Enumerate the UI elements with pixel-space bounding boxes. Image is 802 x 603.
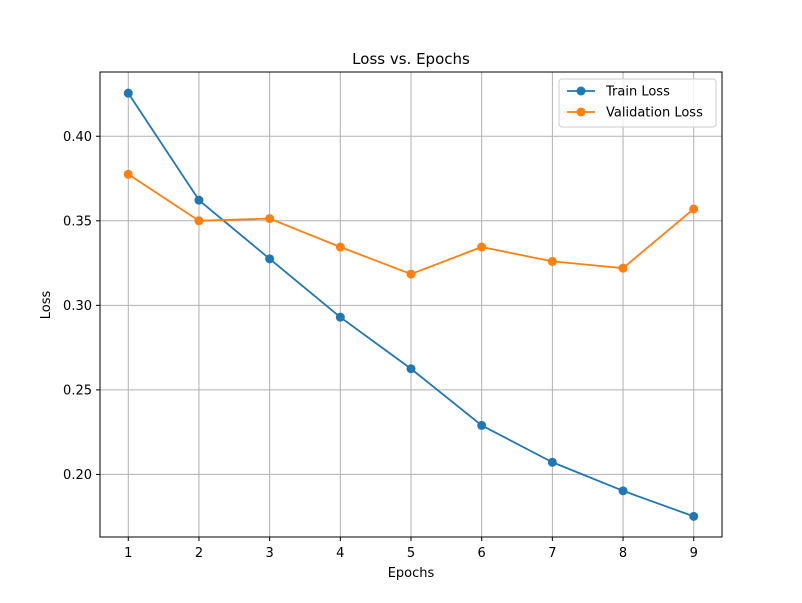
chart-title: Loss vs. Epochs bbox=[352, 50, 470, 68]
data-point bbox=[477, 242, 487, 252]
data-point bbox=[335, 312, 345, 322]
x-tick-label: 3 bbox=[265, 546, 273, 561]
series-layer bbox=[123, 88, 699, 521]
y-tick-label: 0.20 bbox=[63, 468, 92, 483]
y-tick-label: 0.25 bbox=[63, 383, 92, 398]
legend-label: Validation Loss bbox=[606, 106, 703, 121]
data-point bbox=[406, 269, 416, 279]
x-tick-label: 8 bbox=[619, 546, 627, 561]
data-point bbox=[335, 242, 345, 252]
x-tick-label: 5 bbox=[407, 546, 415, 561]
data-point bbox=[123, 88, 133, 98]
data-point bbox=[265, 254, 275, 264]
legend-box bbox=[558, 78, 717, 128]
tick-layer: 1 2 3 4 5 6 7 8 9 0.20 0.25 0.30 0.35 0.40 bbox=[63, 130, 698, 561]
data-point bbox=[547, 457, 557, 467]
data-point bbox=[265, 214, 275, 224]
y-tick-label: 0.40 bbox=[63, 130, 92, 145]
data-point bbox=[194, 195, 204, 205]
x-axis-label: Epochs bbox=[388, 566, 435, 581]
data-point bbox=[547, 256, 557, 266]
data-point bbox=[689, 204, 699, 214]
data-point bbox=[194, 216, 204, 226]
data-point bbox=[618, 263, 628, 273]
series-train-loss bbox=[123, 88, 699, 521]
x-tick-label: 7 bbox=[548, 546, 556, 561]
data-point bbox=[123, 169, 133, 179]
grid bbox=[100, 72, 722, 537]
legend: Train Loss Validation Loss bbox=[558, 78, 717, 128]
series-validation-loss bbox=[123, 169, 699, 279]
y-tick-label: 0.30 bbox=[63, 299, 92, 314]
data-point bbox=[406, 364, 416, 374]
legend-marker bbox=[576, 86, 586, 96]
x-tick-label: 6 bbox=[478, 546, 486, 561]
legend-marker bbox=[576, 107, 586, 117]
y-axis-label: Loss bbox=[39, 291, 54, 320]
x-tick-label: 1 bbox=[124, 546, 132, 561]
x-tick-label: 9 bbox=[690, 546, 698, 561]
y-tick-label: 0.35 bbox=[63, 214, 92, 229]
data-point bbox=[689, 511, 699, 521]
data-point bbox=[618, 486, 628, 496]
legend-label: Train Loss bbox=[605, 85, 670, 100]
x-tick-label: 4 bbox=[336, 546, 344, 561]
x-tick-label: 2 bbox=[195, 546, 203, 561]
data-point bbox=[477, 420, 487, 430]
